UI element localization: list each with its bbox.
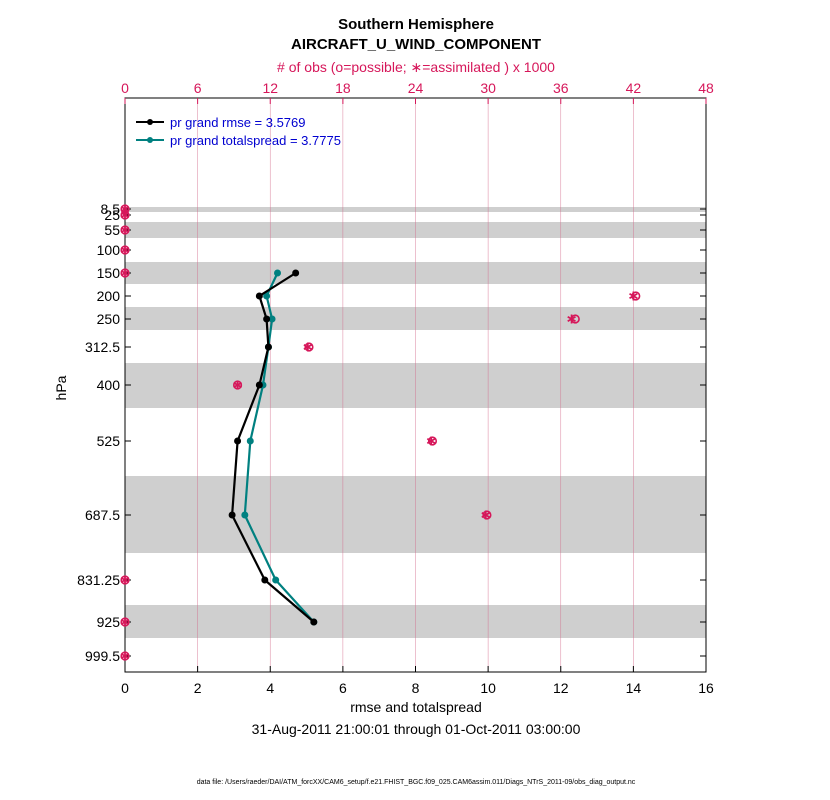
y-tick-label: 150 [97,265,121,281]
totalspread-point [268,315,276,323]
rmse-point [255,381,263,389]
obs-assimilated-marker [120,575,130,585]
obs-assimilated-stroke [233,381,242,389]
top-tick-label: 6 [194,80,202,96]
rmse-point [228,511,236,519]
top-tick-label: 42 [626,80,642,96]
obs-assimilated-marker [120,210,130,220]
obs-assimilated-stroke [567,315,576,323]
obs-assimilated-marker [120,651,130,661]
legend: pr grand rmse = 3.5769 pr grand totalspr… [136,115,341,148]
top-tick-label: 0 [121,80,129,96]
top-axis-gridlines [197,98,634,672]
y-tick-label: 8.5 [101,201,121,217]
y-axis-label: hPa [53,375,69,400]
rmse-point [264,343,272,351]
obs-assimilated-marker [233,380,242,390]
data-series [228,269,318,626]
totalspread-point [246,437,254,445]
rmse-point [292,269,300,277]
y-tick-label: 25 [104,207,120,223]
data-file-footnote: data file: /Users/raeder/DAI/ATM_forcXX/… [197,779,636,786]
top-tick-label: 12 [262,80,278,96]
obs-assimilated-stroke [120,211,130,219]
chart-subtitle: AIRCRAFT_U_WIND_COMPONENT [291,36,541,53]
x-tick-label: 6 [339,680,347,696]
obs-assimilated-stroke [120,246,130,254]
chart-title: Southern Hemisphere [338,16,494,33]
y-tick-label: 400 [97,377,121,393]
rmse-point [234,437,242,445]
rmse-point [263,315,271,323]
obs-assimilated-stroke [120,269,130,277]
top-tick-label: 36 [553,80,569,96]
obs-possible-marker [427,436,438,446]
y-tick-label: 999.5 [85,648,120,664]
x-tick-label: 4 [266,680,274,696]
x-axis-label: rmse and totalspread [350,699,482,715]
y-tick-label: 687.5 [85,507,120,523]
y-tick-label: 925 [97,614,121,630]
obs-assimilated-marker [481,510,491,520]
obs-assimilated-stroke [120,618,130,626]
obs-count-markers [120,204,641,661]
legend-rmse-label: pr grand rmse = 3.5769 [170,115,306,130]
date-range-label: 31-Aug-2011 21:00:01 through 01-Oct-2011… [252,721,581,737]
totalspread-point [241,511,249,519]
obs-assimilated-stroke [120,652,130,660]
y-tick-label: 200 [97,288,121,304]
obs-assimilated-stroke [120,576,130,584]
legend-spread-label: pr grand totalspread = 3.7775 [170,133,341,148]
obs-assimilated-stroke [303,343,313,351]
legend-spread-marker [147,137,153,143]
y-tick-label: 250 [97,311,121,327]
axis-tick-labels: 0 2 4 6 8 10 12 14 160 6 12 18 24 30 36 42 488.525551001… [77,80,714,696]
obs-assimilated-marker [629,291,638,301]
totalspread-point [263,292,271,300]
x-tick-label: 12 [553,680,569,696]
x-tick-label: 16 [698,680,714,696]
x-tick-label: 8 [412,680,420,696]
top-tick-label: 18 [335,80,351,96]
obs-assimilated-marker [120,245,130,255]
x-tick-label: 14 [626,680,642,696]
rmse-point [261,576,269,584]
x-tick-label: 10 [480,680,496,696]
totalspread-point [274,269,282,277]
obs-assimilated-marker [303,342,313,352]
y-tick-label: 525 [97,433,121,449]
rmse-point [255,292,263,300]
top-axis-label: # of obs (o=possible; ∗=assimilated ) x … [277,59,555,75]
legend-rmse-marker [147,119,153,125]
y-tick-label: 312.5 [85,339,120,355]
obs-assimilated-stroke [120,205,130,213]
obs-assimilated-marker [120,225,130,235]
y-tick-label: 100 [97,242,121,258]
top-tick-label: 48 [698,80,714,96]
top-tick-label: 24 [408,80,424,96]
top-tick-label: 30 [480,80,496,96]
rmse-point [310,618,318,626]
obs-assimilated-stroke [426,437,436,445]
obs-assimilated-stroke [629,292,638,300]
obs-assimilated-marker [120,617,130,627]
x-tick-label: 2 [194,680,202,696]
obs-assimilated-stroke [120,226,130,234]
y-tick-label: 831.25 [77,572,120,588]
obs-assimilated-marker [567,314,576,324]
obs-assimilated-marker [426,436,436,446]
obs-assimilated-stroke [481,511,491,519]
obs-possible-marker [482,510,492,520]
totalspread-point [272,576,280,584]
obs-possible-marker [304,342,314,352]
x-tick-label: 0 [121,680,129,696]
obs-assimilated-marker [120,268,130,278]
y-tick-label: 55 [104,222,120,238]
